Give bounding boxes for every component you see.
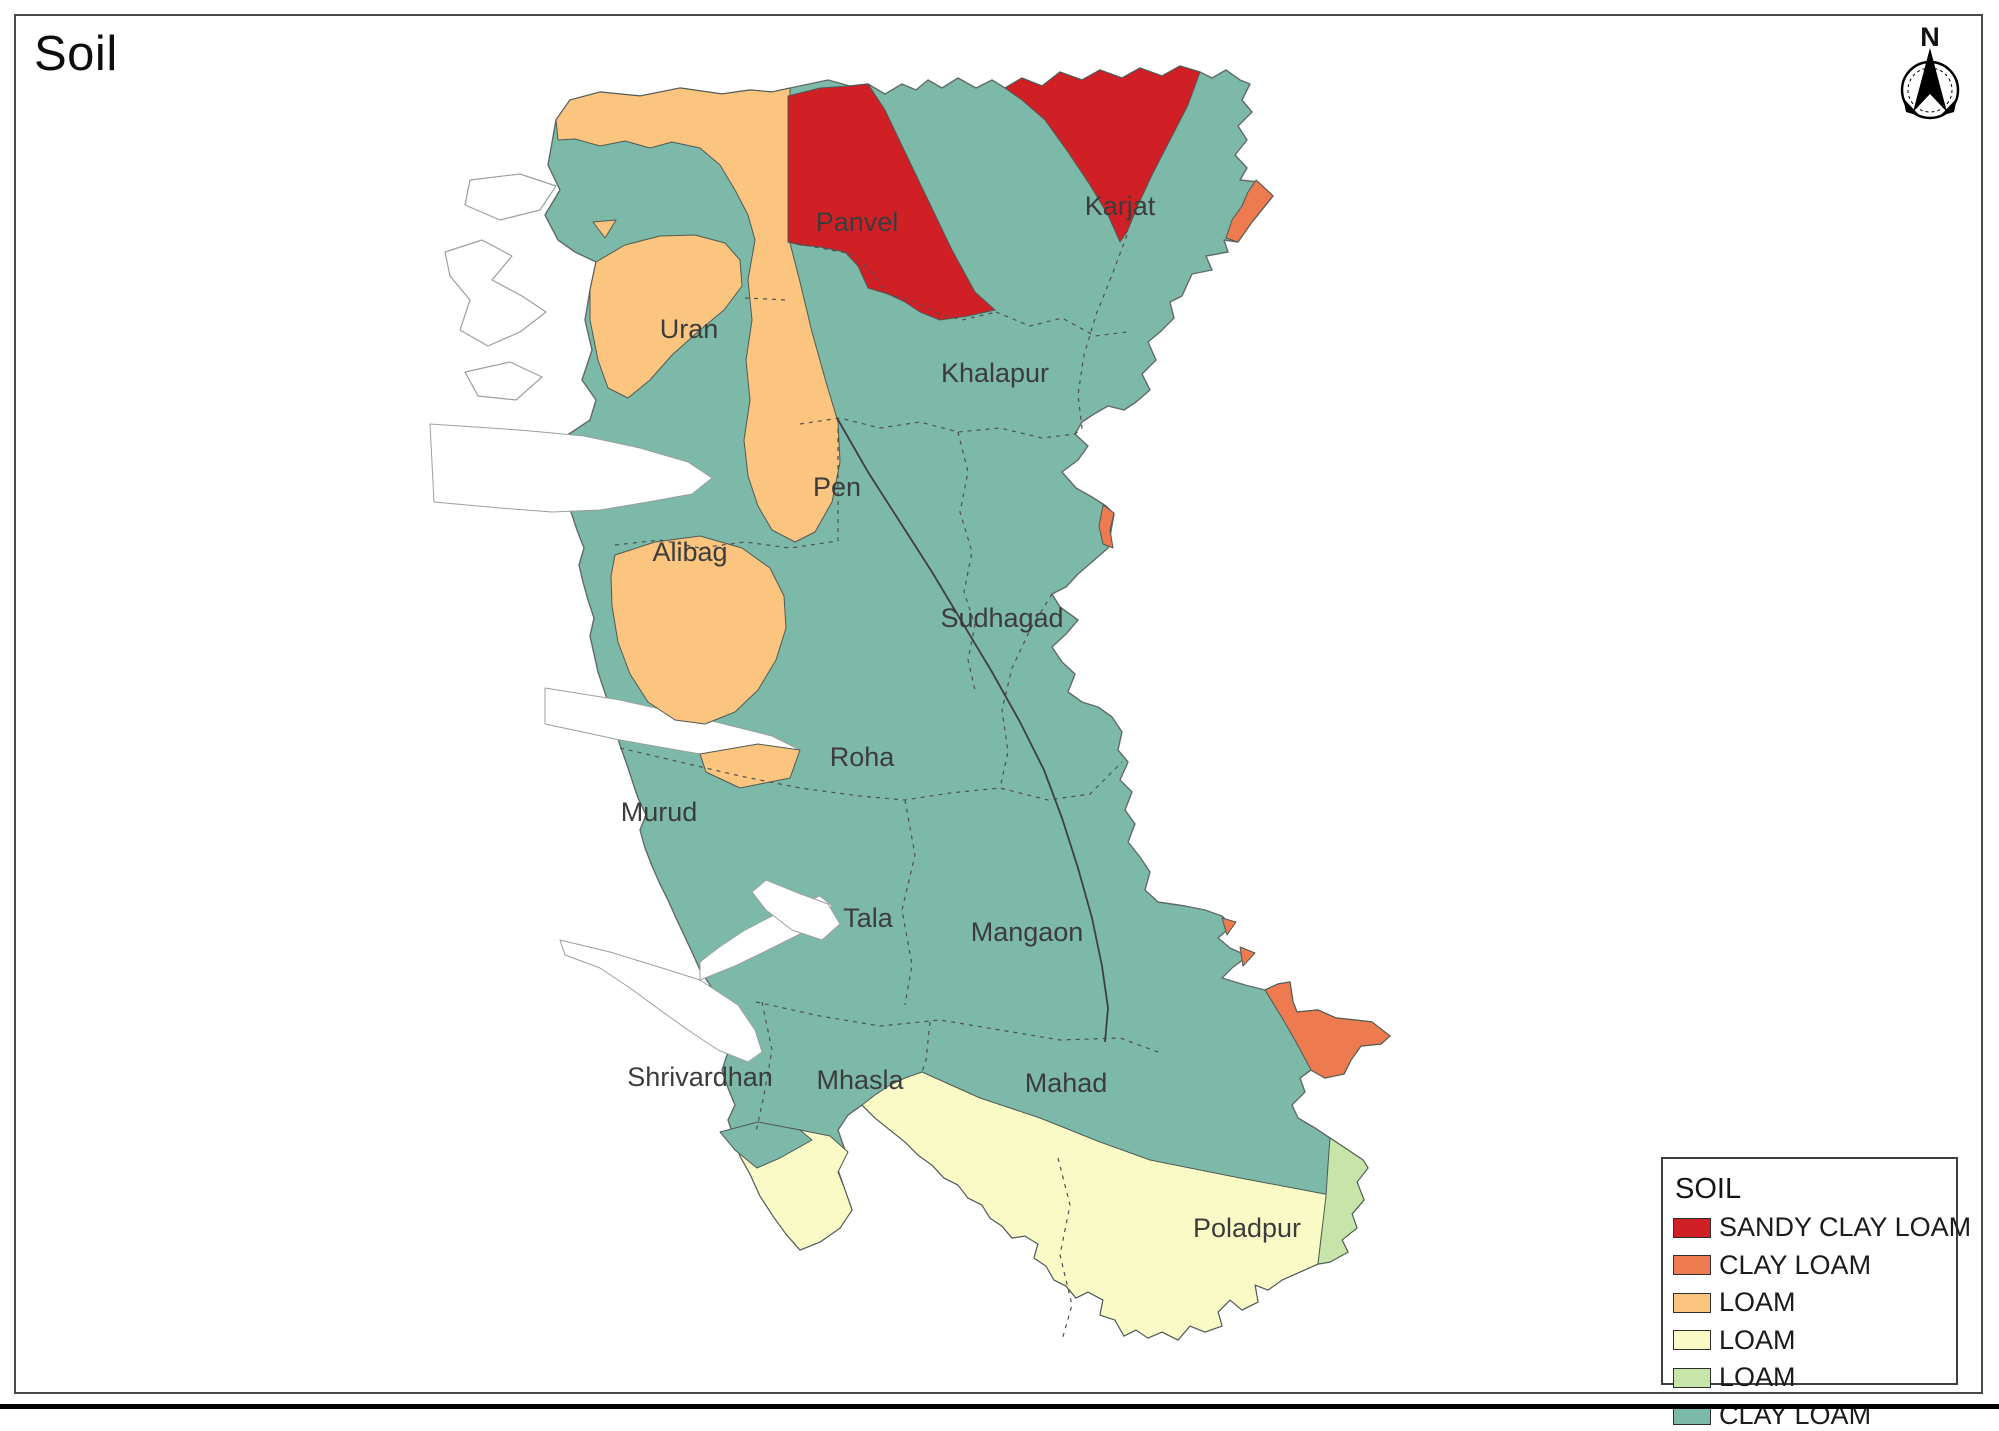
legend: SOIL SANDY CLAY LOAM CLAY LOAM LOAM LOAM… <box>1661 1157 1971 1430</box>
legend-row: LOAM <box>1673 1287 1956 1318</box>
legend-swatch-loam-tan <box>1673 1292 1711 1313</box>
north-arrow: N <box>1900 22 1960 120</box>
dharamtar-creek <box>429 423 713 513</box>
map-frame <box>14 14 1983 1394</box>
road-line <box>836 417 1109 1043</box>
region-label-sudhagad: Sudhagad <box>940 603 1063 633</box>
region-label-pen: Pen <box>813 472 861 502</box>
region-loam-uran-pen-band <box>555 87 841 543</box>
region-loam-poladpur-east <box>1317 1137 1369 1265</box>
region-clay-loam-karjat-east <box>1225 179 1274 243</box>
region-loam-alibag-south <box>699 743 801 789</box>
murud-creek <box>751 879 841 941</box>
region-sandy-clay-loam-karjat <box>1004 65 1201 243</box>
legend-label: SANDY CLAY LOAM <box>1719 1212 1972 1242</box>
region-label-mahad: Mahad <box>1025 1068 1108 1098</box>
legend-swatch-loam-yellow <box>1673 1330 1711 1350</box>
region-shrivardhan-tip <box>719 1121 813 1169</box>
legend-swatch-loam-green <box>1673 1367 1711 1388</box>
bottom-rule <box>0 1404 1999 1409</box>
region-label-roha: Roha <box>830 742 896 772</box>
legend-row: LOAM <box>1673 1362 1956 1393</box>
north-arrow-pointer <box>1913 48 1947 112</box>
coast-island <box>444 239 547 347</box>
north-arrow-label: N <box>1920 22 1940 52</box>
region-label-mhasla: Mhasla <box>816 1065 904 1095</box>
region-label-poladpur: Poladpur <box>1193 1213 1301 1243</box>
region-label-alibag: Alibag <box>652 537 727 567</box>
region-loam-alibag <box>610 535 787 725</box>
legend-swatch-sandy-clay-loam <box>1673 1217 1711 1238</box>
region-label-shrivardhan: Shrivardhan <box>627 1062 773 1092</box>
region-label-mangaon: Mangaon <box>971 917 1084 947</box>
legend-row: CLAY LOAM <box>1673 1250 1956 1281</box>
north-arrow-wing <box>1940 98 1957 116</box>
legend-label: CLAY LOAM <box>1719 1249 1872 1280</box>
legend-label: LOAM <box>1719 1287 1796 1317</box>
legend-row: SANDY CLAY LOAM <box>1673 1212 1971 1243</box>
north-arrow-wing <box>1903 98 1920 116</box>
legend-title: SOIL <box>1675 1173 1742 1205</box>
region-label-khalapur: Khalapur <box>941 358 1049 388</box>
region-clay-loam-fragment <box>1239 946 1256 967</box>
coast-island <box>464 173 557 221</box>
legend-label: LOAM <box>1719 1324 1796 1355</box>
region-label-murud: Murud <box>621 797 698 827</box>
legend-label: LOAM <box>1719 1362 1796 1392</box>
region-label-tala: Tala <box>843 903 894 933</box>
page-title: Soil <box>34 27 118 81</box>
region-clay-loam-fragment <box>1221 917 1237 936</box>
region-clay-loam-sudhagad-east <box>1098 504 1115 549</box>
legend-swatch-clay-loam-orange <box>1673 1255 1711 1275</box>
region-label-panvel: Panvel <box>816 207 899 237</box>
region-label-karjat: Karjat <box>1085 191 1156 221</box>
coast-island <box>464 361 543 401</box>
taluka-boundaries <box>614 234 1159 1341</box>
legend-row: LOAM <box>1673 1325 1956 1356</box>
region-loam-islet <box>592 219 617 239</box>
region-clay-loam-mahad-east <box>1264 981 1391 1079</box>
rajpuri-creek <box>559 939 763 1063</box>
region-loam-uran <box>589 234 743 399</box>
region-label-uran: Uran <box>660 314 719 344</box>
region-loam-south-poladpur <box>861 1071 1331 1341</box>
